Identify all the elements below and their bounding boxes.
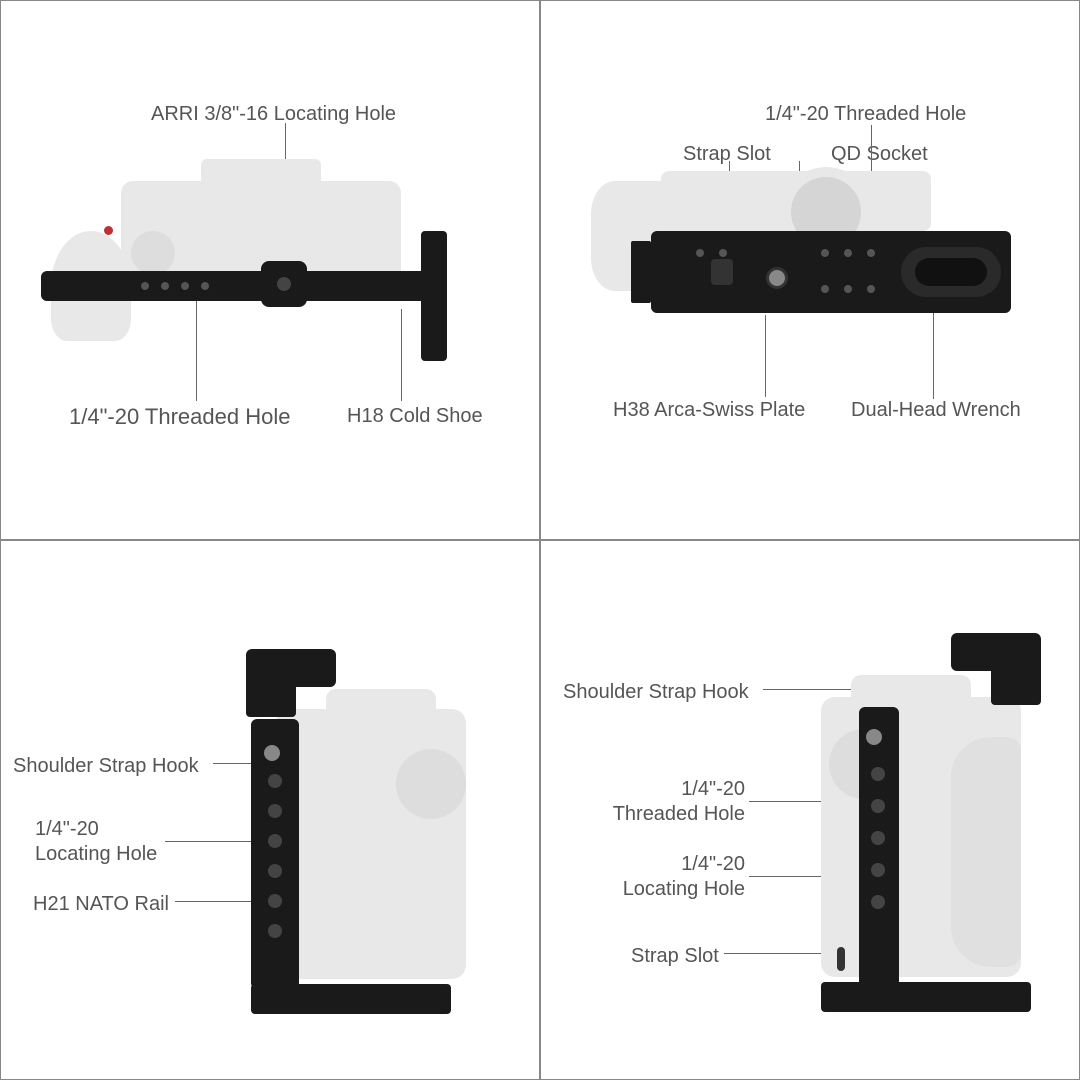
label-locating-hole-l1: 1/4"-20 [35, 816, 99, 842]
label-shoulder-hook-1: Shoulder Strap Hook [13, 753, 199, 779]
label-quarter-threaded: 1/4"-20 Threaded Hole [69, 403, 290, 432]
label-locating-hole-l2: Locating Hole [35, 841, 157, 867]
label-threaded-hole-l2: Threaded Hole [611, 801, 745, 827]
label-h18-cold-shoe: H18 Cold Shoe [347, 403, 483, 429]
label-strap-slot-2: Strap Slot [631, 943, 719, 969]
product-front-view [61, 171, 461, 371]
product-bottom-view [591, 181, 1021, 351]
label-quarter-threaded-2: 1/4"-20 Threaded Hole [765, 101, 966, 127]
label-arri-locating: ARRI 3/8"-16 Locating Hole [151, 101, 396, 127]
panel-top-right: 1/4"-20 Threaded Hole Strap Slot QD Sock… [540, 0, 1080, 540]
panel-bottom-right: Shoulder Strap Hook 1/4"-20 Threaded Hol… [540, 540, 1080, 1080]
diagram-grid: ARRI 3/8"-16 Locating Hole 1/4"-20 Threa… [0, 0, 1080, 1080]
product-right-side-view [811, 637, 1061, 1007]
product-left-side-view [236, 649, 486, 1009]
label-shoulder-hook-2: Shoulder Strap Hook [563, 679, 749, 705]
label-locating-hole-2-l2: Locating Hole [611, 876, 745, 902]
label-dual-wrench: Dual-Head Wrench [851, 397, 1021, 423]
label-qd-socket: QD Socket [831, 141, 928, 167]
label-locating-hole-2-l1: 1/4"-20 [611, 851, 745, 877]
panel-top-left: ARRI 3/8"-16 Locating Hole 1/4"-20 Threa… [0, 0, 540, 540]
label-arca-plate: H38 Arca-Swiss Plate [613, 397, 805, 423]
label-nato-rail: H21 NATO Rail [33, 891, 169, 917]
label-strap-slot: Strap Slot [683, 141, 771, 167]
panel-bottom-left: Shoulder Strap Hook 1/4"-20 Locating Hol… [0, 540, 540, 1080]
label-threaded-hole-l1: 1/4"-20 [611, 776, 745, 802]
